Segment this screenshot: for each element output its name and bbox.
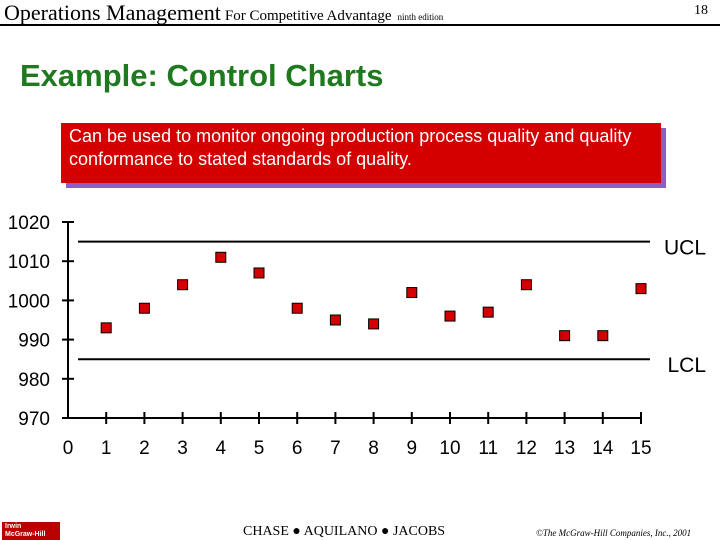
data-point [368, 318, 380, 330]
book-subtitle: For Competitive Advantage [224, 8, 392, 24]
publisher-logo: Irwin McGraw-Hill [2, 522, 60, 540]
y-tick-label: 980 [18, 370, 50, 391]
page-number: 18 [694, 3, 708, 18]
lcl-label: LCL [667, 354, 706, 377]
x-tick-label: 7 [330, 438, 341, 459]
x-tick-label: 4 [216, 438, 227, 459]
y-tick-label: 970 [18, 409, 50, 430]
data-point [177, 279, 189, 291]
data-point [329, 314, 341, 326]
data-point [482, 306, 494, 318]
x-tick-label: 13 [554, 438, 575, 459]
x-tick-label: 3 [177, 438, 188, 459]
book-title: Operations Management [4, 0, 221, 25]
logo-line-2: McGraw-Hill [5, 531, 46, 538]
x-tick-label: 11 [478, 438, 498, 459]
data-point [253, 267, 265, 279]
x-tick-label: 8 [368, 438, 379, 459]
data-point [597, 330, 609, 342]
author-3: JACOBS [392, 524, 446, 539]
x-tick-label: 10 [439, 438, 460, 459]
logo-line-1: Irwin [5, 523, 22, 530]
x-tick-label: 5 [254, 438, 265, 459]
data-point [559, 330, 571, 342]
slide-title: Example: Control Charts [20, 58, 384, 93]
author-separator: ● [380, 524, 393, 539]
x-tick-label: 1 [101, 438, 112, 459]
data-point [215, 251, 227, 263]
y-tick-label: 1020 [8, 213, 50, 234]
callout-box: Can be used to monitor ongoing productio… [61, 123, 661, 183]
x-tick-label: 14 [592, 438, 614, 459]
y-tick-label: 1010 [8, 252, 50, 273]
data-point [520, 279, 532, 291]
author-1: CHASE [243, 524, 289, 539]
data-point [100, 322, 112, 334]
data-point [291, 302, 303, 314]
x-tick-label: 2 [139, 438, 150, 459]
x-tick-label: 6 [292, 438, 303, 459]
author-separator: ● [292, 524, 304, 539]
data-point [406, 287, 418, 299]
author-2: AQUILANO [303, 524, 378, 539]
y-tick-label: 990 [18, 331, 50, 352]
data-point [444, 310, 456, 322]
y-tick-label: 1000 [8, 291, 50, 312]
header-title: Operations Management For Competitive Adv… [4, 0, 443, 26]
x-tick-label: 12 [516, 438, 537, 459]
x-tick-label: 15 [630, 438, 651, 459]
data-point [138, 302, 150, 314]
footer-authors: CHASE ● AQUILANO ● JACOBS [243, 524, 445, 540]
x-tick-label: 0 [63, 438, 74, 459]
copyright-notice: ©The McGraw-Hill Companies, Inc., 2001 [536, 528, 692, 538]
ucl-label: UCL [664, 237, 706, 260]
data-point [635, 283, 647, 295]
x-tick-label: 9 [407, 438, 418, 459]
edition-label: ninth edition [397, 12, 444, 22]
header-divider [0, 24, 720, 26]
